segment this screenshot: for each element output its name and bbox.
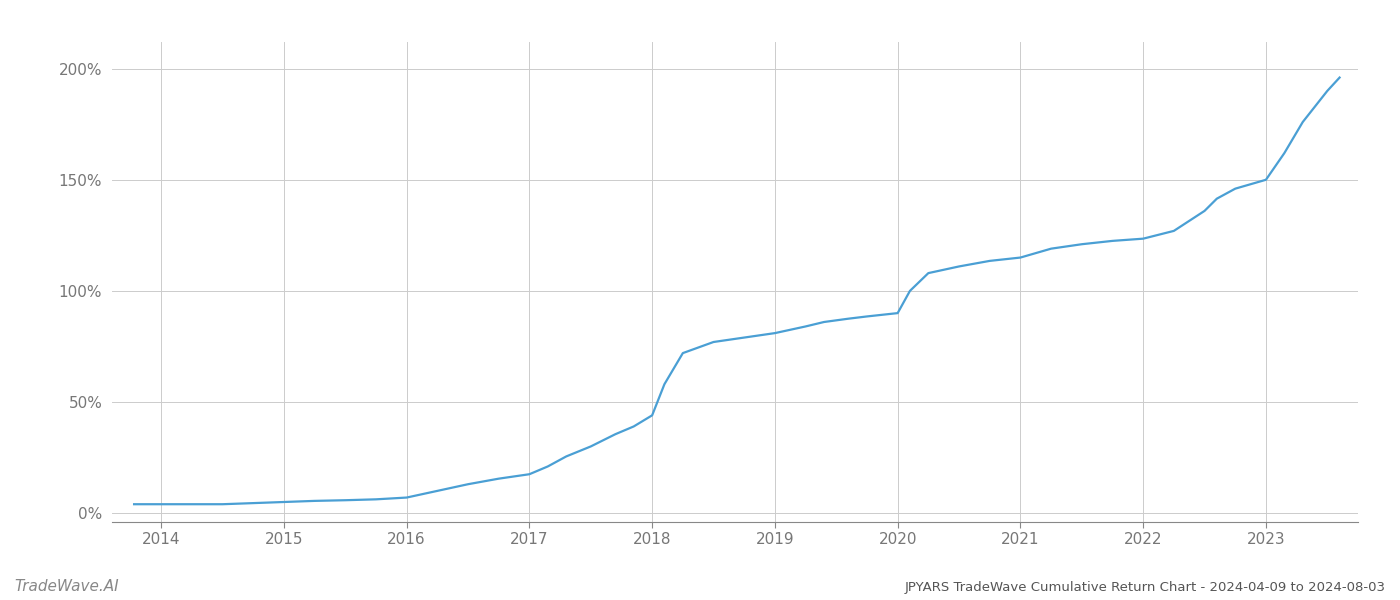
- Text: TradeWave.AI: TradeWave.AI: [14, 579, 119, 594]
- Text: JPYARS TradeWave Cumulative Return Chart - 2024-04-09 to 2024-08-03: JPYARS TradeWave Cumulative Return Chart…: [904, 581, 1386, 594]
